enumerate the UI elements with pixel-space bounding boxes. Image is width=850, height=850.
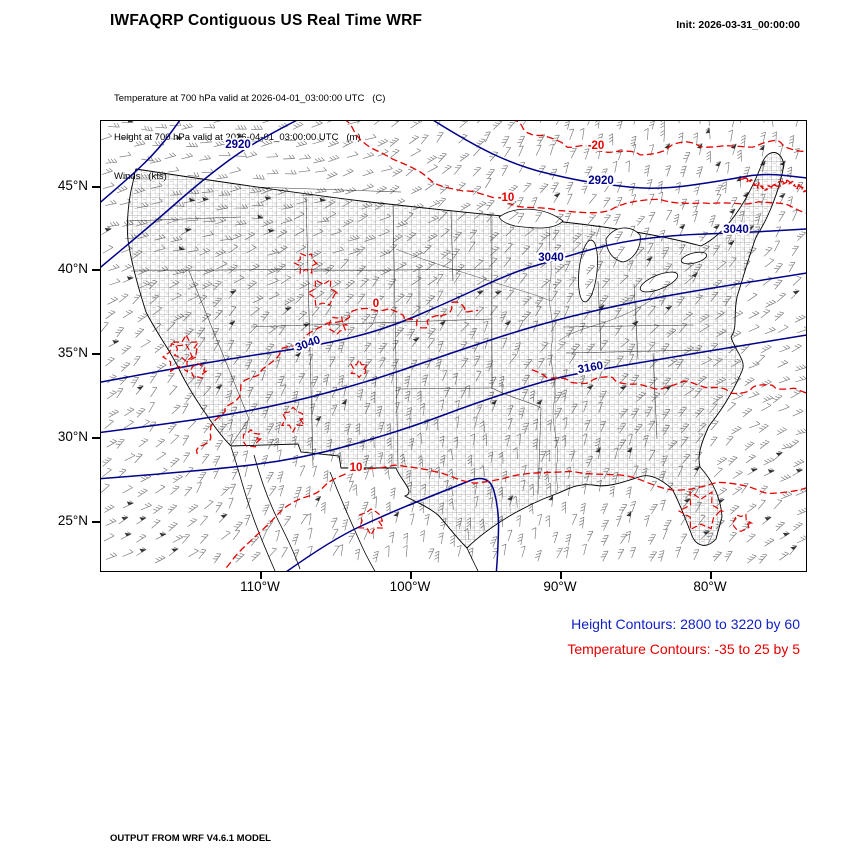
wind-barbs-layer bbox=[101, 121, 806, 564]
y-axis-tick bbox=[92, 186, 100, 188]
x-axis-label: 110°W bbox=[240, 579, 280, 594]
y-axis-tick bbox=[92, 269, 100, 271]
map-frame: 2920 2920 3040 3040 3040 3160 -20 -10 0 10 bbox=[100, 120, 807, 572]
x-axis-tick bbox=[710, 571, 712, 579]
x-axis-tick bbox=[410, 571, 412, 579]
y-axis-tick bbox=[92, 353, 100, 355]
contour-label: 0 bbox=[373, 298, 379, 310]
contour-label: 10 bbox=[350, 462, 363, 474]
y-axis-label: 30°N bbox=[57, 429, 88, 444]
contour-label: 3040 bbox=[723, 224, 749, 236]
contour-label: 3040 bbox=[538, 252, 564, 264]
height-legend: Height Contours: 2800 to 3220 by 60 bbox=[571, 616, 800, 632]
y-axis-label: 35°N bbox=[57, 345, 88, 360]
great-lakes bbox=[498, 208, 708, 303]
y-axis-label: 45°N bbox=[57, 178, 88, 193]
model-info: OUTPUT FROM WRF V4.6.1 MODEL WE = 580 ; … bbox=[110, 806, 498, 850]
height-contours-layer bbox=[101, 121, 806, 571]
y-axis-label: 25°N bbox=[57, 513, 88, 528]
model-info-line1: OUTPUT FROM WRF V4.6.1 MODEL bbox=[110, 833, 271, 844]
y-axis-tick bbox=[92, 521, 100, 523]
contour-label: -20 bbox=[588, 140, 605, 152]
temperature-legend: Temperature Contours: -35 to 25 by 5 bbox=[567, 641, 800, 657]
page-title: IWFAQRP Contiguous US Real Time WRF bbox=[110, 12, 423, 29]
x-axis-label: 90°W bbox=[543, 579, 577, 594]
x-axis-label: 100°W bbox=[389, 579, 431, 594]
x-axis-tick bbox=[260, 571, 262, 579]
y-axis-label: 40°N bbox=[57, 261, 88, 276]
contour-legend: Height Contours: 2800 to 3220 by 60 Temp… bbox=[567, 612, 800, 662]
contour-label: 2920 bbox=[225, 139, 251, 151]
init-time-label: Init: 2026-03-31_00:00:00 bbox=[676, 19, 800, 31]
subtitle-temperature: Temperature at 700 hPa valid at 2026-04-… bbox=[114, 93, 386, 104]
contour-label: 2920 bbox=[588, 175, 614, 187]
y-axis-tick bbox=[92, 437, 100, 439]
temperature-contours-layer bbox=[161, 121, 806, 569]
x-axis-tick bbox=[560, 571, 562, 579]
contour-label: -10 bbox=[498, 192, 515, 204]
x-axis-label: 80°W bbox=[693, 579, 727, 594]
